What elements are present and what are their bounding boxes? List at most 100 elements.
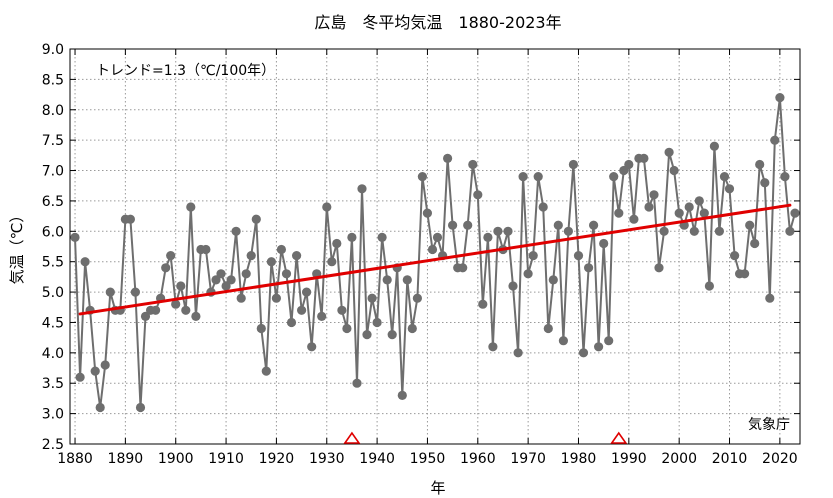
data-point — [352, 378, 362, 388]
data-point — [292, 251, 302, 261]
data-point — [281, 269, 292, 279]
data-point — [241, 269, 251, 279]
data-point — [780, 172, 790, 182]
x-tick-label: 1890 — [108, 451, 144, 467]
data-point — [750, 238, 760, 249]
x-tick-label: 1880 — [57, 451, 93, 467]
x-tick-label: 2000 — [661, 451, 697, 467]
y-tick-label: 6.5 — [42, 194, 64, 210]
data-point — [80, 257, 90, 267]
y-tick-label: 2.5 — [42, 437, 64, 453]
y-tick-label: 8.5 — [42, 72, 64, 88]
data-point — [629, 214, 639, 224]
data-point — [649, 190, 659, 200]
data-point — [755, 159, 765, 170]
data-point — [674, 208, 684, 218]
data-point — [533, 172, 543, 182]
data-point — [478, 299, 488, 309]
x-tick-label: 2020 — [762, 451, 798, 467]
data-point — [236, 293, 246, 303]
data-point — [584, 263, 594, 273]
x-tick-label: 2010 — [712, 451, 748, 467]
data-point — [483, 232, 493, 242]
data-point — [397, 390, 407, 400]
data-point — [166, 251, 176, 261]
data-point — [538, 202, 548, 212]
data-point — [377, 232, 387, 242]
data-point — [75, 372, 85, 382]
data-point — [226, 275, 236, 285]
y-tick-label: 7.0 — [42, 164, 64, 180]
data-point — [513, 348, 523, 358]
chart-title: 広島 冬平均気温 1880-2023年 — [314, 13, 561, 32]
data-point — [427, 244, 438, 255]
x-tick-label: 1990 — [611, 451, 647, 467]
data-point — [70, 232, 80, 242]
data-point — [614, 208, 624, 218]
data-point — [412, 293, 422, 303]
y-tick-label: 6.0 — [42, 224, 64, 240]
data-point — [654, 263, 664, 273]
data-point — [543, 323, 553, 334]
data-point — [105, 287, 115, 297]
data-point — [639, 153, 649, 163]
data-point — [785, 226, 795, 236]
data-point — [568, 159, 579, 170]
data-point — [659, 226, 669, 236]
data-point — [689, 226, 699, 236]
data-point — [578, 348, 589, 358]
data-point — [724, 184, 735, 194]
data-point — [669, 165, 679, 176]
data-point — [468, 159, 478, 170]
data-point — [508, 281, 518, 291]
data-point — [548, 275, 558, 285]
data-point — [151, 305, 161, 315]
plot-frame — [69, 48, 801, 445]
data-point — [553, 220, 563, 230]
data-point — [266, 257, 276, 267]
data-point — [558, 336, 569, 346]
data-point — [176, 281, 186, 291]
y-tick-label: 5.0 — [42, 285, 64, 301]
x-tick-label: 1980 — [561, 451, 597, 467]
data-point — [387, 330, 397, 340]
data-point — [790, 208, 800, 218]
data-point — [181, 305, 191, 315]
data-point — [276, 244, 286, 255]
data-point — [302, 287, 312, 297]
data-point — [186, 202, 196, 212]
data-point — [760, 178, 770, 188]
y-tick-label: 7.5 — [42, 133, 64, 149]
data-point — [286, 317, 297, 328]
data-point — [694, 196, 704, 206]
data-point — [775, 93, 785, 103]
series — [70, 93, 800, 413]
data-point — [100, 360, 110, 370]
data-point — [261, 366, 271, 376]
data-point — [417, 172, 427, 182]
data-point — [95, 402, 105, 413]
data-point — [216, 269, 226, 279]
data-point — [191, 311, 201, 321]
data-point — [714, 226, 725, 236]
data-point — [332, 238, 342, 249]
data-point — [463, 220, 473, 230]
data-point — [161, 263, 171, 273]
data-point — [493, 226, 503, 236]
data-point — [140, 311, 151, 321]
x-tick-label: 1970 — [510, 451, 546, 467]
data-point — [402, 275, 412, 285]
markers — [343, 431, 628, 444]
data-point — [327, 257, 337, 267]
data-point — [297, 305, 307, 315]
data-point — [503, 226, 513, 236]
data-point — [664, 147, 674, 157]
data-point — [337, 305, 347, 315]
data-point — [422, 208, 432, 218]
data-point — [573, 251, 584, 261]
triangle-marker — [610, 431, 628, 444]
data-point — [125, 214, 135, 224]
x-tick-label: 1920 — [259, 451, 295, 467]
data-point — [770, 135, 780, 145]
